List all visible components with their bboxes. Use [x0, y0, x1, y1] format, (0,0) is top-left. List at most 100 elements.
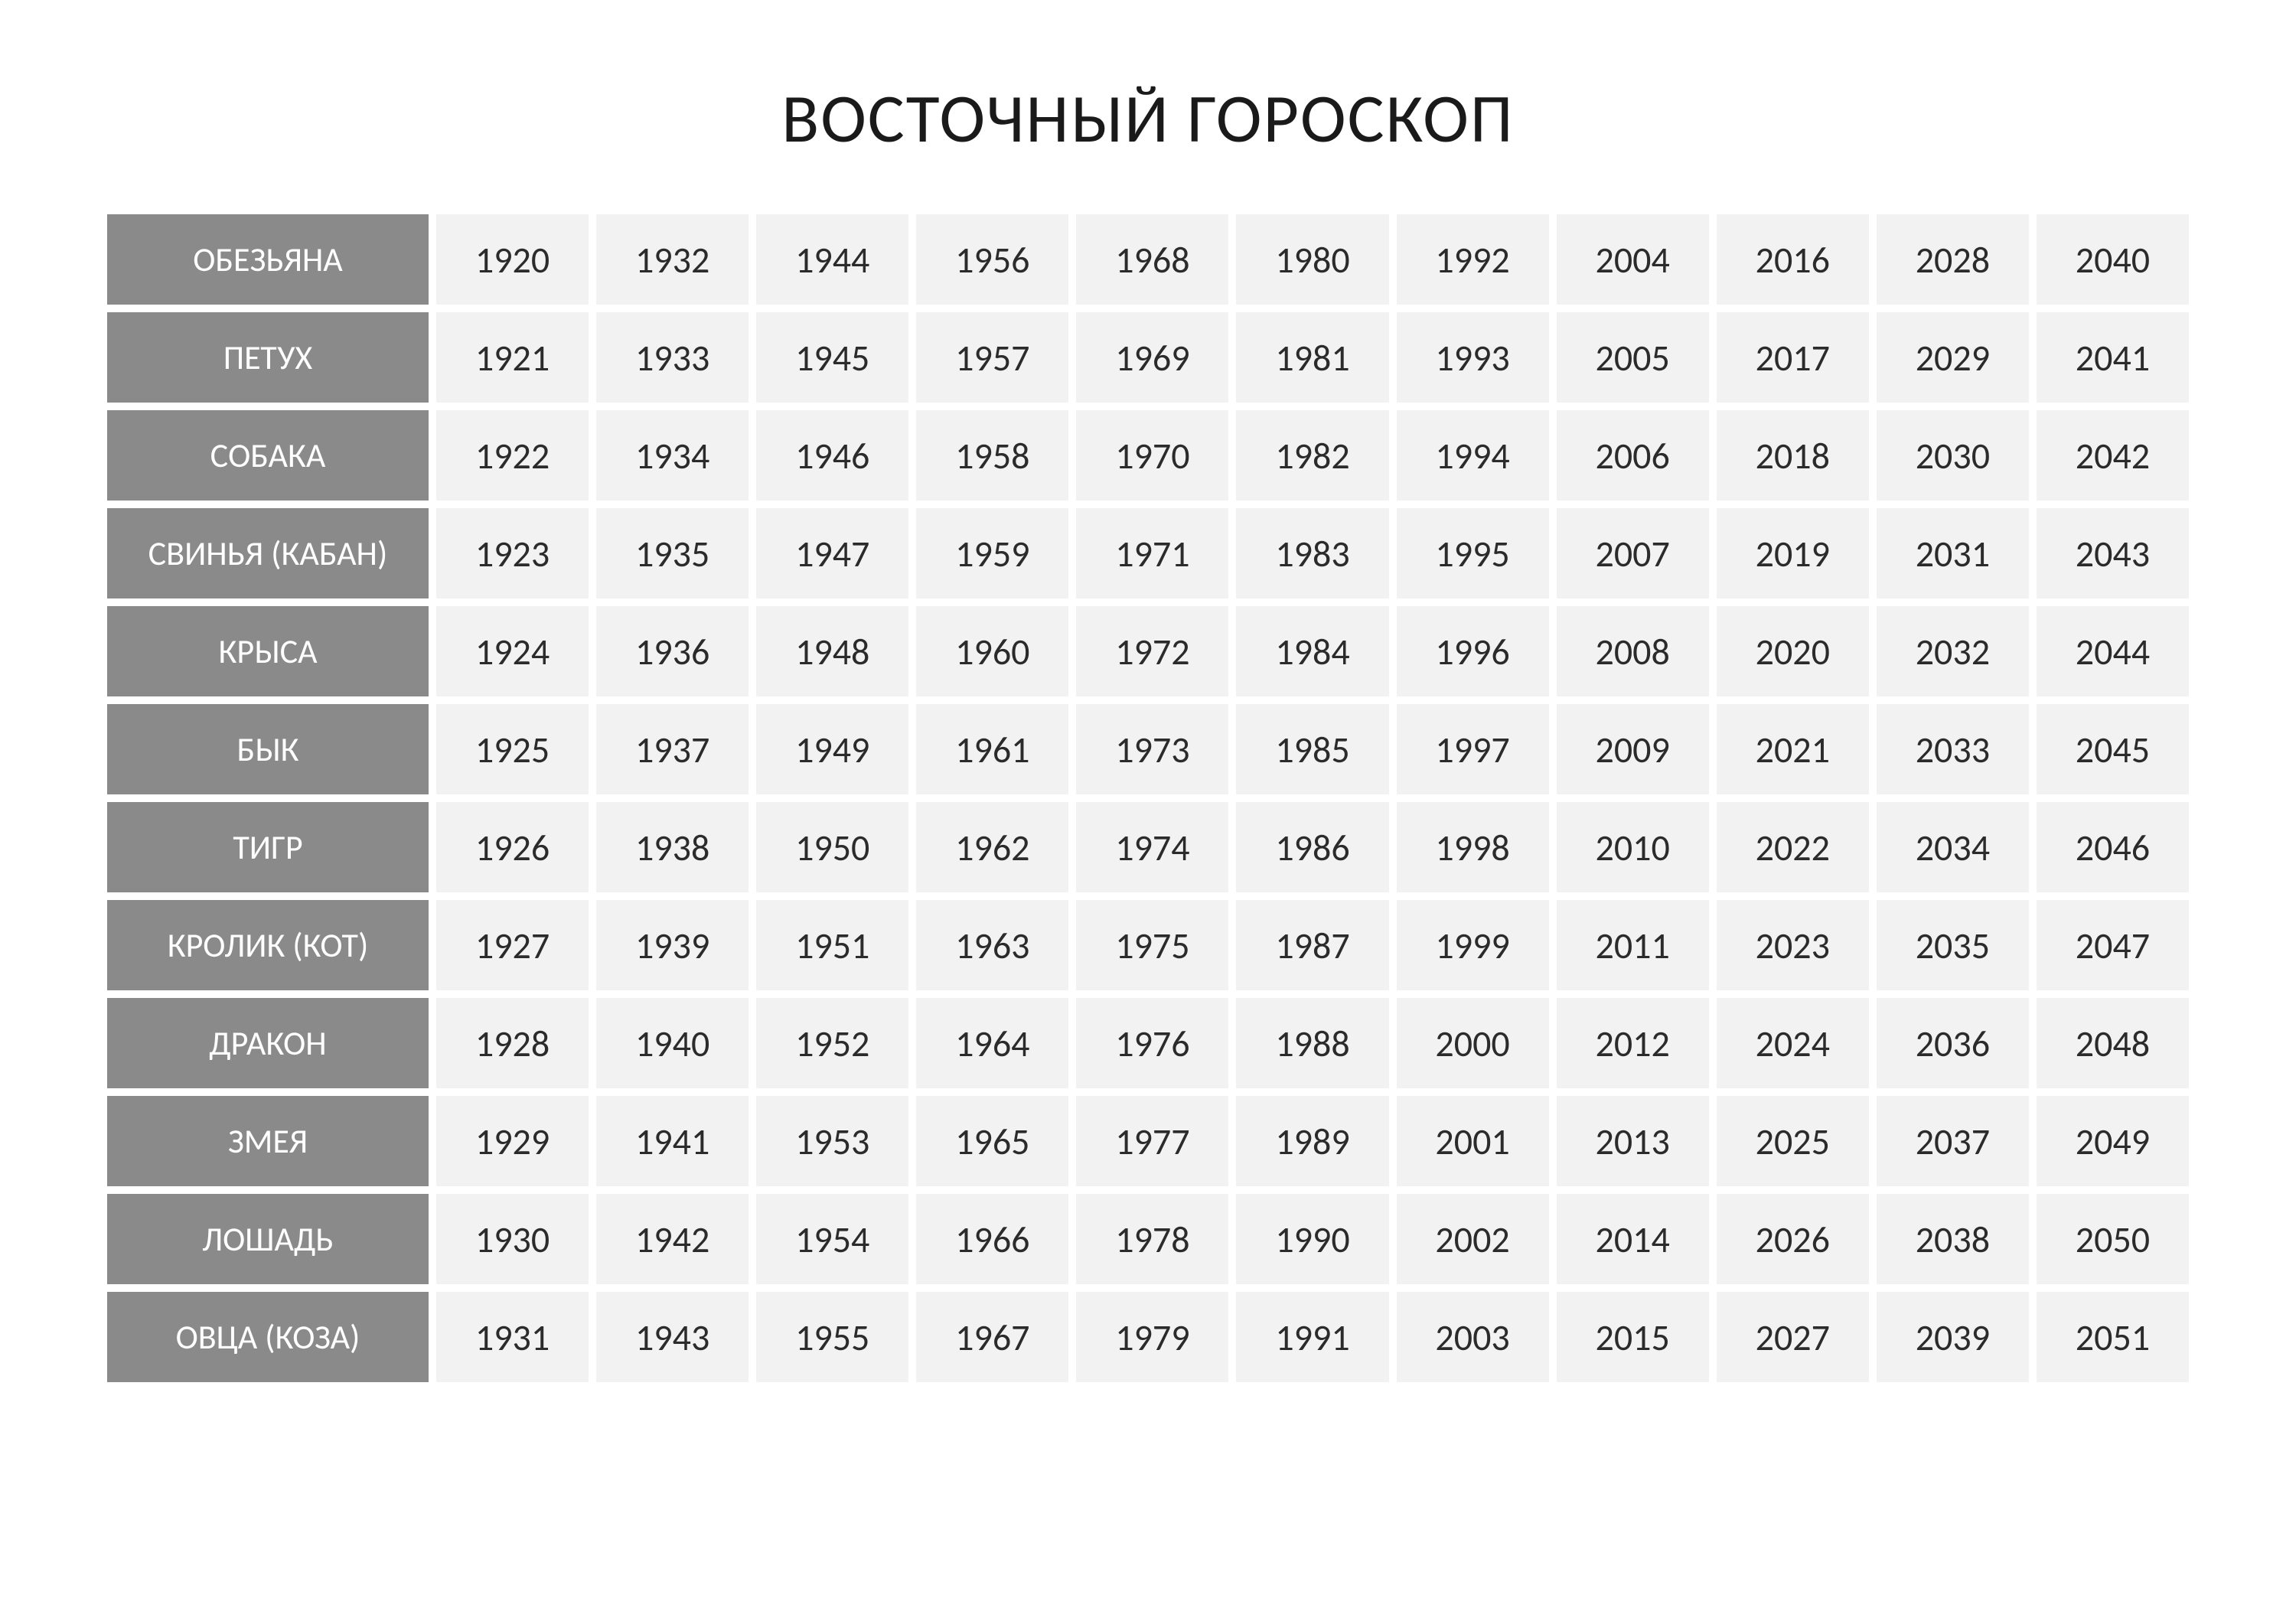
year-cell: 1979 — [1076, 1292, 1228, 1382]
year-cell: 1946 — [756, 410, 908, 501]
year-cell: 2034 — [1877, 802, 2029, 892]
year-cell: 1981 — [1236, 312, 1388, 403]
year-cell: 2027 — [1717, 1292, 1869, 1382]
year-cell: 1931 — [436, 1292, 589, 1382]
year-cell: 2049 — [2037, 1096, 2189, 1186]
row-header: ОБЕЗЬЯНА — [107, 214, 429, 305]
year-cell: 1973 — [1076, 704, 1228, 794]
year-cell: 1928 — [436, 998, 589, 1088]
year-cell: 2035 — [1877, 900, 2029, 990]
year-cell: 1954 — [756, 1194, 908, 1284]
year-cell: 1982 — [1236, 410, 1388, 501]
year-cell: 2022 — [1717, 802, 1869, 892]
year-cell: 2024 — [1717, 998, 1869, 1088]
year-cell: 1983 — [1236, 508, 1388, 598]
year-cell: 2044 — [2037, 606, 2189, 696]
year-cell: 2025 — [1717, 1096, 1869, 1186]
year-cell: 1935 — [596, 508, 748, 598]
year-cell: 1974 — [1076, 802, 1228, 892]
year-cell: 2031 — [1877, 508, 2029, 598]
year-cell: 1925 — [436, 704, 589, 794]
year-cell: 2001 — [1397, 1096, 1549, 1186]
year-cell: 1950 — [756, 802, 908, 892]
year-cell: 2046 — [2037, 802, 2189, 892]
horoscope-table: ОБЕЗЬЯНА19201932194419561968198019922004… — [107, 214, 2189, 1382]
row-header: ЛОШАДЬ — [107, 1194, 429, 1284]
year-cell: 1960 — [916, 606, 1068, 696]
year-cell: 1968 — [1076, 214, 1228, 305]
year-cell: 1953 — [756, 1096, 908, 1186]
year-cell: 2021 — [1717, 704, 1869, 794]
year-cell: 2012 — [1557, 998, 1709, 1088]
year-cell: 2003 — [1397, 1292, 1549, 1382]
year-cell: 2026 — [1717, 1194, 1869, 1284]
year-cell: 1945 — [756, 312, 908, 403]
year-cell: 1944 — [756, 214, 908, 305]
year-cell: 1922 — [436, 410, 589, 501]
year-cell: 1940 — [596, 998, 748, 1088]
year-cell: 1970 — [1076, 410, 1228, 501]
year-cell: 2042 — [2037, 410, 2189, 501]
year-cell: 1975 — [1076, 900, 1228, 990]
row-header: СВИНЬЯ (КАБАН) — [107, 508, 429, 598]
year-cell: 2010 — [1557, 802, 1709, 892]
year-cell: 2038 — [1877, 1194, 2029, 1284]
year-cell: 1966 — [916, 1194, 1068, 1284]
year-cell: 2047 — [2037, 900, 2189, 990]
year-cell: 1963 — [916, 900, 1068, 990]
year-cell: 1995 — [1397, 508, 1549, 598]
year-cell: 2037 — [1877, 1096, 2029, 1186]
year-cell: 1965 — [916, 1096, 1068, 1186]
year-cell: 1938 — [596, 802, 748, 892]
year-cell: 2043 — [2037, 508, 2189, 598]
year-cell: 2018 — [1717, 410, 1869, 501]
year-cell: 1997 — [1397, 704, 1549, 794]
year-cell: 1933 — [596, 312, 748, 403]
row-header: СОБАКА — [107, 410, 429, 501]
year-cell: 1992 — [1397, 214, 1549, 305]
year-cell: 1955 — [756, 1292, 908, 1382]
year-cell: 1943 — [596, 1292, 748, 1382]
year-cell: 1988 — [1236, 998, 1388, 1088]
row-header: БЫК — [107, 704, 429, 794]
row-header: ДРАКОН — [107, 998, 429, 1088]
year-cell: 1961 — [916, 704, 1068, 794]
year-cell: 1936 — [596, 606, 748, 696]
year-cell: 1984 — [1236, 606, 1388, 696]
year-cell: 1939 — [596, 900, 748, 990]
year-cell: 1996 — [1397, 606, 1549, 696]
year-cell: 1967 — [916, 1292, 1068, 1382]
year-cell: 1978 — [1076, 1194, 1228, 1284]
year-cell: 1990 — [1236, 1194, 1388, 1284]
year-cell: 1926 — [436, 802, 589, 892]
year-cell: 1920 — [436, 214, 589, 305]
year-cell: 1972 — [1076, 606, 1228, 696]
year-cell: 2009 — [1557, 704, 1709, 794]
year-cell: 2030 — [1877, 410, 2029, 501]
year-cell: 2015 — [1557, 1292, 1709, 1382]
year-cell: 2000 — [1397, 998, 1549, 1088]
year-cell: 2023 — [1717, 900, 1869, 990]
year-cell: 2041 — [2037, 312, 2189, 403]
year-cell: 1927 — [436, 900, 589, 990]
year-cell: 1987 — [1236, 900, 1388, 990]
year-cell: 1921 — [436, 312, 589, 403]
year-cell: 1986 — [1236, 802, 1388, 892]
year-cell: 2033 — [1877, 704, 2029, 794]
year-cell: 2028 — [1877, 214, 2029, 305]
year-cell: 1999 — [1397, 900, 1549, 990]
year-cell: 2019 — [1717, 508, 1869, 598]
year-cell: 1998 — [1397, 802, 1549, 892]
year-cell: 1948 — [756, 606, 908, 696]
year-cell: 1930 — [436, 1194, 589, 1284]
year-cell: 2016 — [1717, 214, 1869, 305]
year-cell: 2008 — [1557, 606, 1709, 696]
row-header: ОВЦА (КОЗА) — [107, 1292, 429, 1382]
year-cell: 2004 — [1557, 214, 1709, 305]
year-cell: 1929 — [436, 1096, 589, 1186]
year-cell: 2048 — [2037, 998, 2189, 1088]
year-cell: 2006 — [1557, 410, 1709, 501]
year-cell: 2032 — [1877, 606, 2029, 696]
page-title: ВОСТОЧНЫЙ ГОРОСКОП — [107, 77, 2189, 161]
page: ВОСТОЧНЫЙ ГОРОСКОП ОБЕЗЬЯНА1920193219441… — [0, 0, 2296, 1624]
